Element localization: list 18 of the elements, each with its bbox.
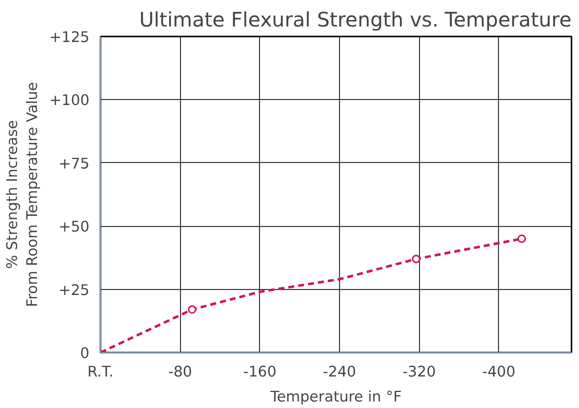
point [412,254,420,264]
x-tick-label: -240 [322,364,356,380]
y-tick-label: +25 [58,282,90,299]
y-tick-label: +50 [58,218,90,236]
point [188,305,196,314]
x-tick-label: -320 [402,364,436,380]
point [517,234,526,243]
x-tick-label: -160 [243,364,276,380]
y-tick-label: +100 [49,92,90,110]
x-tick-label: R.T. [87,364,114,380]
y-axis-title: % Strength Increase From Room Temperature Value [4,82,42,308]
y-tick-label: +125 [49,29,90,46]
chart-title: Ultimate Flexural Strength vs. Temperature [139,8,572,32]
x-tick-label: -400 [482,364,516,380]
x-axis-title: Temperature in °F [269,388,402,406]
y-tick-label: +75 [58,155,90,172]
x-tick-label: -80 [168,364,192,380]
y-tick-label: 0 [80,345,90,362]
